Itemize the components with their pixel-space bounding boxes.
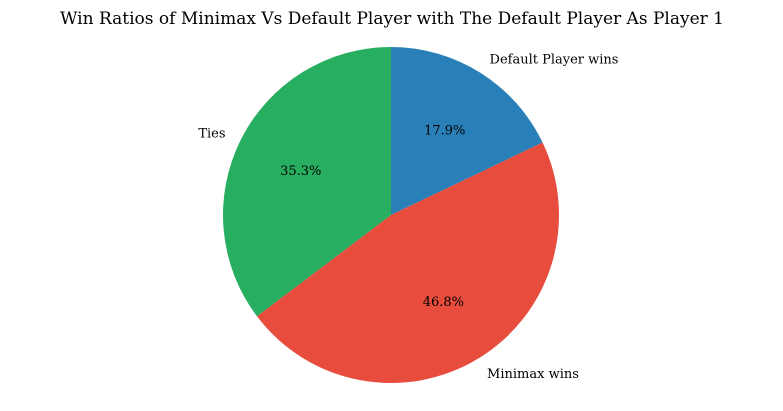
pie-slice-percent-label: 46.8% (423, 295, 464, 310)
pie-slice-category-label: Ties (198, 127, 225, 142)
pie-slice-minimax-wins (256, 142, 560, 384)
pie-labels: 17.9% Default Player wins 46.8% Minimax win… (198, 53, 618, 382)
pie-slice-category-label: Minimax wins (487, 367, 579, 382)
pie-slice-percent-label: 35.3% (280, 164, 321, 179)
pie-slice-default-player-wins (391, 47, 543, 215)
pie-slice-percent-label: 17.9% (424, 124, 465, 139)
pie-slice-category-label: Default Player wins (490, 53, 619, 68)
chart-title: Win Ratios of Minimax Vs Default Player … (60, 9, 724, 29)
pie-slice-ties (223, 47, 391, 317)
pie-slices (223, 47, 560, 384)
